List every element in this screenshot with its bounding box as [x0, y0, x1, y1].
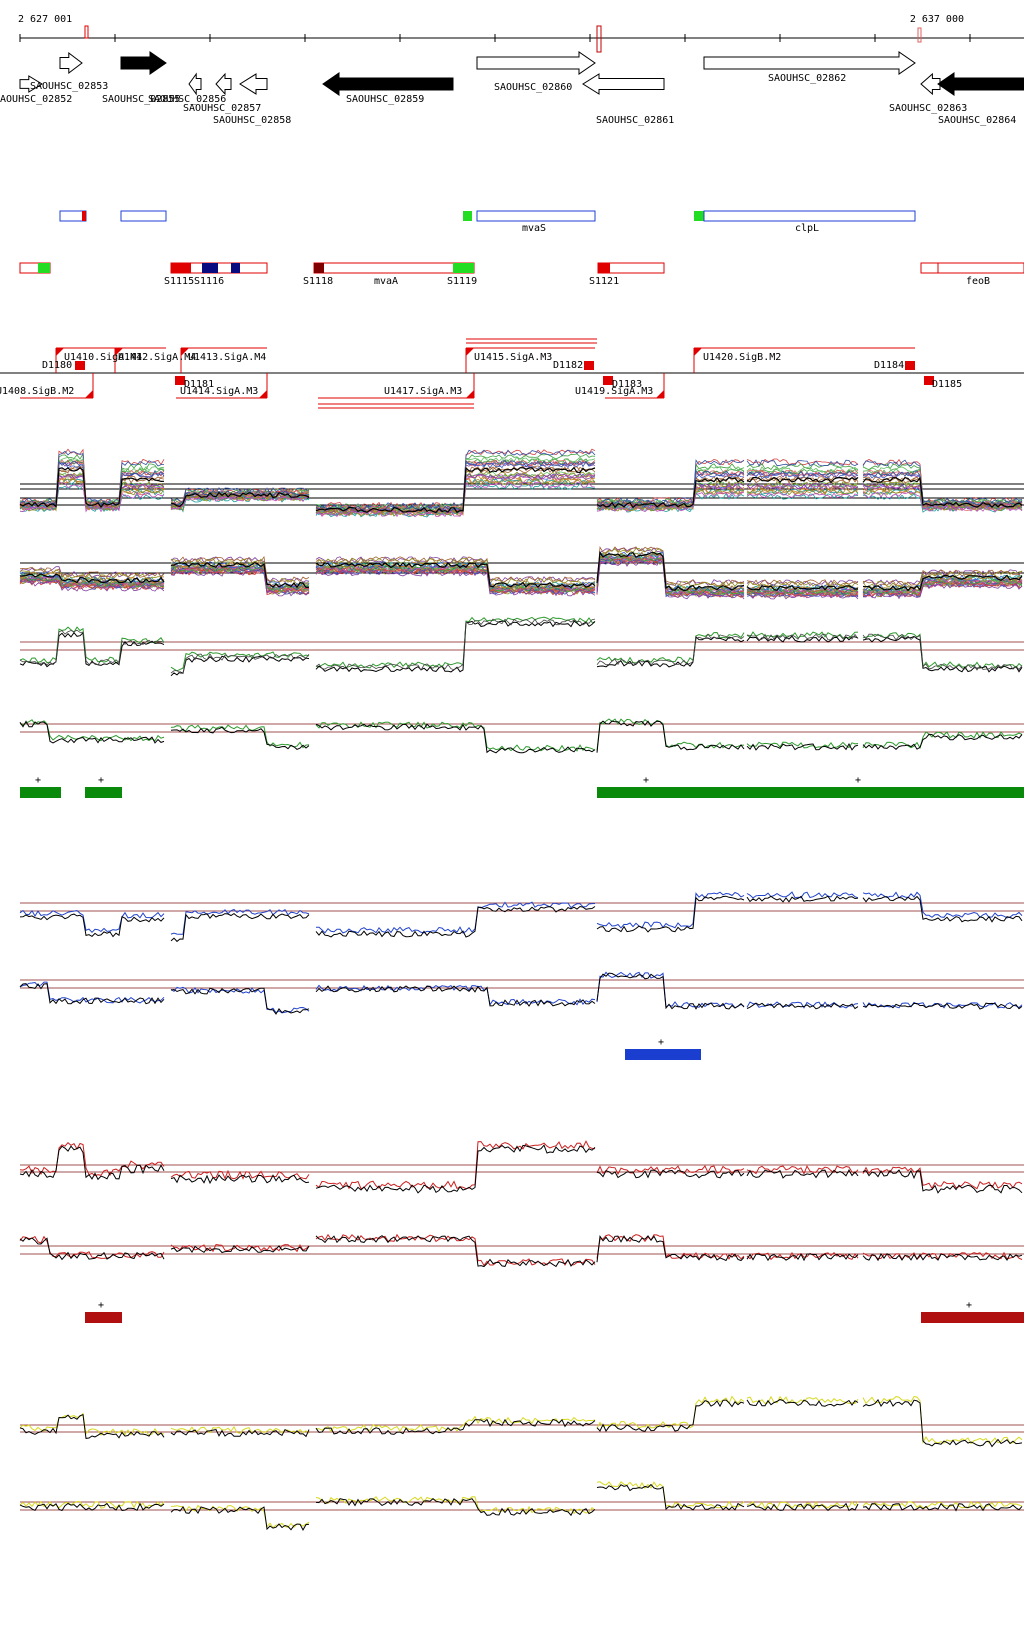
gene-label-02852: SAOUHSC_02852	[0, 94, 72, 105]
ruler-end-label: 2 637 000	[910, 14, 964, 25]
downshift-label-D1180: D1180	[42, 360, 72, 371]
upshift-label-U1414: U1414.SigA.M3	[180, 386, 258, 397]
gene-label-02864: SAOUHSC_02864	[938, 115, 1016, 126]
segment-mark-green-4: +	[855, 775, 861, 786]
gene-arrow-02852[interactable]	[19, 75, 43, 93]
gene-label-02863: SAOUHSC_02863	[889, 103, 967, 114]
gene-arrow-02855[interactable]	[120, 51, 167, 75]
gene-label-02855: SAOUHSC_02855	[102, 94, 180, 105]
expression-tracks	[19, 448, 1024, 1531]
gene-arrow-02862[interactable]	[703, 51, 916, 75]
gene-arrow-02861[interactable]	[582, 73, 665, 95]
gene-arrows[interactable]	[19, 51, 1024, 96]
upshift-label-U1419: U1419.SigA.M3	[575, 386, 653, 397]
upshift-label-U1410: U1410.SigA.M4	[64, 352, 142, 363]
downshift-label-D1185: D1185	[932, 379, 962, 390]
gene-label-02856: SAOUHSC_02856	[148, 94, 226, 105]
segment-mark-green-3: +	[643, 775, 649, 786]
gene-name-clpL: clpL	[795, 223, 819, 234]
downshift-label-D1183: D1183	[612, 379, 642, 390]
gene-arrow-02857[interactable]	[215, 72, 232, 96]
srna-label-S1115: S1115	[164, 276, 194, 287]
downshift-label-D1181: D1181	[184, 379, 214, 390]
segment-mark-red-1: +	[98, 1300, 104, 1311]
coordinate-ruler: 2 627 001 2 637 000	[18, 14, 1024, 53]
gene-name-mvaA: mvaA	[374, 276, 398, 287]
segment-mark-red-2: +	[966, 1300, 972, 1311]
gene-label-02861: SAOUHSC_02861	[596, 115, 674, 126]
annotation-track-red: S1115 S1116 S1118 mvaA S1119 S1121 feoB	[19, 262, 1024, 287]
shift-track: U1410.SigA.M4 U1412.SigA.M4 U1413.SigA.M…	[0, 338, 1024, 409]
upshift-label-U1412: U1412.SigA.M4	[118, 352, 196, 363]
gene-label-02859: SAOUHSC_02859	[346, 94, 424, 105]
gene-arrow-02853[interactable]	[59, 51, 83, 75]
srna-label-S1121: S1121	[589, 276, 619, 287]
upshift-label-U1408: U1408.SigB.M2	[0, 386, 74, 397]
upshift-label-U1417: U1417.SigA.M3	[384, 386, 462, 397]
segment-mark-green-2: +	[98, 775, 104, 786]
downshift-label-D1184: D1184	[874, 360, 904, 371]
upshift-label-U1420: U1420.SigB.M2	[703, 352, 781, 363]
gene-arrow-02864[interactable]	[937, 72, 1024, 96]
segment-mark-green-1: +	[35, 775, 41, 786]
upshift-label-U1413: U1413.SigA.M4	[188, 352, 266, 363]
segment-bars: + + + + + + +	[20, 775, 1024, 1323]
gene-name-mvaS: mvaS	[522, 223, 546, 234]
annotation-track-blue: mvaS clpL	[59, 210, 916, 234]
gene-arrow-02856[interactable]	[188, 72, 202, 96]
ruler-start-label: 2 627 001	[18, 14, 72, 25]
segment-mark-blue-1: +	[658, 1037, 664, 1048]
gene-arrow-02858[interactable]	[239, 73, 268, 95]
gene-arrow-02859[interactable]	[322, 72, 454, 96]
downshift-label-D1182: D1182	[553, 360, 583, 371]
gene-label-02858: SAOUHSC_02858	[213, 115, 291, 126]
gene-arrow-02860[interactable]	[476, 51, 596, 75]
gene-label-02862: SAOUHSC_02862	[768, 73, 846, 84]
srna-label-S1116: S1116	[194, 276, 224, 287]
gene-label-02853: SAOUHSC_02853	[30, 81, 108, 92]
gene-arrow-02863[interactable]	[920, 72, 941, 96]
srna-label-S1119: S1119	[447, 276, 477, 287]
gene-name-feoB: feoB	[966, 276, 990, 287]
gene-label-02857: SAOUHSC_02857	[183, 103, 261, 114]
gene-label-02860: SAOUHSC_02860	[494, 82, 572, 93]
gene-track: SAOUHSC_02853 SAOUHSC_02852 SAOUHSC_0285…	[0, 51, 1024, 126]
upshift-label-U1415: U1415.SigA.M3	[474, 352, 552, 363]
srna-label-S1118: S1118	[303, 276, 333, 287]
